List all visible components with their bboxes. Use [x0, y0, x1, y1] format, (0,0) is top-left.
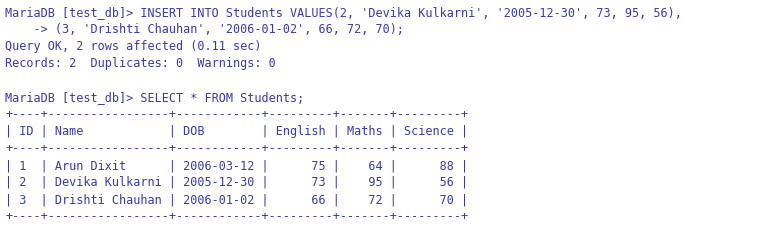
Text: +----+-----------------+------------+---------+-------+---------+: +----+-----------------+------------+---…: [5, 210, 468, 223]
Text: +----+-----------------+------------+---------+-------+---------+: +----+-----------------+------------+---…: [5, 142, 468, 155]
Text: | 3  | Drishti Chauhan | 2006-01-02 |      66 |    72 |      70 |: | 3 | Drishti Chauhan | 2006-01-02 | 66 …: [5, 193, 468, 206]
Text: Records: 2  Duplicates: 0  Warnings: 0: Records: 2 Duplicates: 0 Warnings: 0: [5, 57, 276, 70]
Text: +----+-----------------+------------+---------+-------+---------+: +----+-----------------+------------+---…: [5, 108, 468, 121]
Text: Query OK, 2 rows affected (0.11 sec): Query OK, 2 rows affected (0.11 sec): [5, 40, 261, 53]
Text: | 1  | Arun Dixit      | 2006-03-12 |      75 |    64 |      88 |: | 1 | Arun Dixit | 2006-03-12 | 75 | 64 …: [5, 159, 468, 172]
Text: | ID | Name            | DOB        | English | Maths | Science |: | ID | Name | DOB | English | Maths | Sc…: [5, 125, 468, 138]
Text: | 2  | Devika Kulkarni | 2005-12-30 |      73 |    95 |      56 |: | 2 | Devika Kulkarni | 2005-12-30 | 73 …: [5, 176, 468, 189]
Text: MariaDB [test_db]> SELECT * FROM Students;: MariaDB [test_db]> SELECT * FROM Student…: [5, 91, 304, 104]
Text: -> (3, 'Drishti Chauhan', '2006-01-02', 66, 72, 70);: -> (3, 'Drishti Chauhan', '2006-01-02', …: [5, 23, 404, 36]
Text: MariaDB [test_db]> INSERT INTO Students VALUES(2, 'Devika Kulkarni', '2005-12-30: MariaDB [test_db]> INSERT INTO Students …: [5, 6, 682, 19]
